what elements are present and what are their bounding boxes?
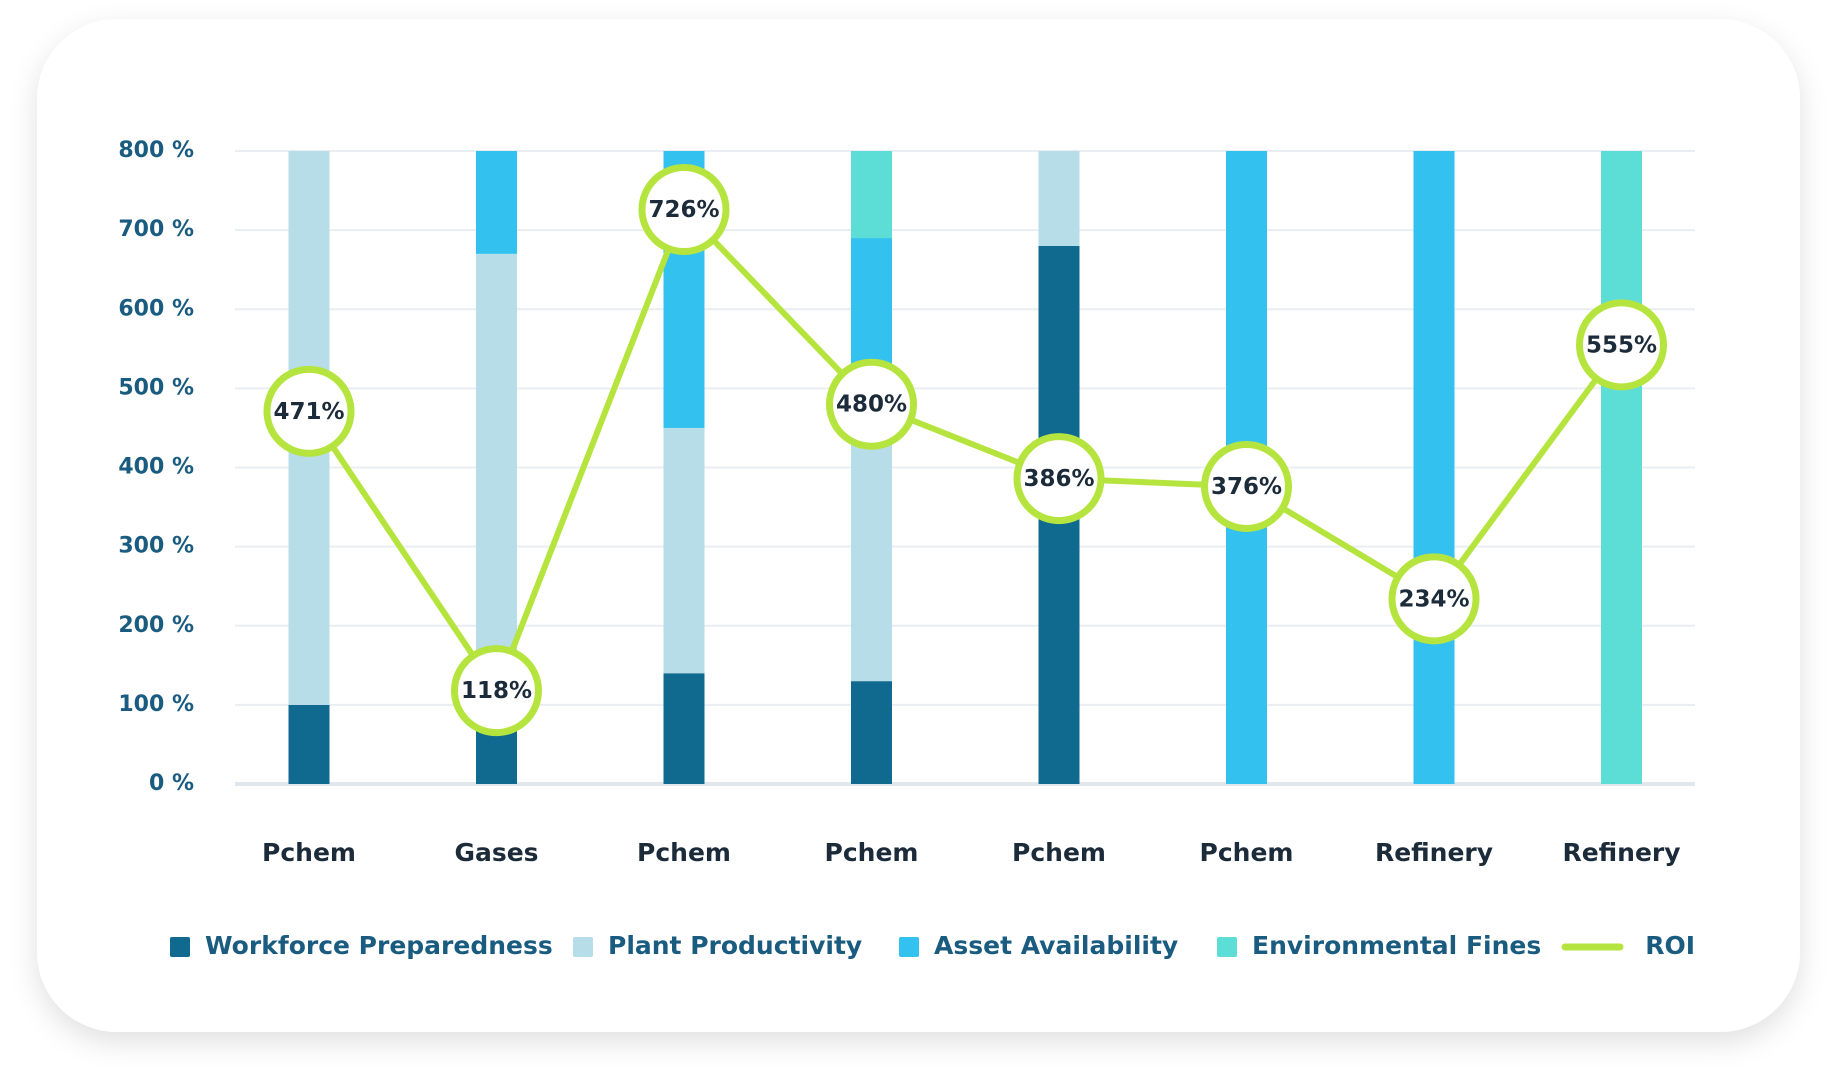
legend-label: Workforce Preparedness <box>205 931 553 960</box>
bar-segment <box>851 681 892 784</box>
y-tick-label: 100 % <box>118 692 194 717</box>
roi-marker <box>451 645 542 737</box>
legend-swatch <box>1217 937 1237 957</box>
roi-label: 555% <box>1586 332 1657 358</box>
legend-label: Plant Productivity <box>608 931 862 960</box>
bar-segment <box>663 673 705 784</box>
roi-marker <box>826 358 917 450</box>
bar-segment <box>851 151 892 239</box>
bar-segment <box>1601 151 1642 784</box>
bar-segment <box>288 704 330 784</box>
roi-marker <box>1576 299 1667 391</box>
x-tick-label: Pchem <box>825 838 919 867</box>
bar-segment <box>663 427 705 674</box>
roi-label: 726% <box>648 197 719 223</box>
roi-label: 480% <box>836 392 907 418</box>
roi-label: 386% <box>1023 466 1094 492</box>
legend-swatch <box>170 937 190 957</box>
y-tick-label: 600 % <box>118 296 194 321</box>
legend-label: Asset Availability <box>934 931 1178 960</box>
x-tick-label: Pchem <box>1200 838 1294 867</box>
roi-marker <box>1201 440 1292 532</box>
bar-segment <box>1413 151 1455 784</box>
roi-marker <box>1013 433 1105 525</box>
x-tick-label: Pchem <box>1012 838 1106 867</box>
x-tick-label: Gases <box>454 838 538 867</box>
legend-label: Environmental Fines <box>1252 931 1541 960</box>
roi-label: 471% <box>273 399 344 425</box>
bar-segment <box>1038 151 1080 246</box>
y-tick-label: 800 % <box>118 138 194 163</box>
x-tick-label: Pchem <box>637 838 731 867</box>
roi-label: 234% <box>1398 586 1469 612</box>
roi-marker <box>638 164 730 256</box>
y-tick-label: 700 % <box>118 217 194 242</box>
x-tick-label: Pchem <box>262 838 356 867</box>
roi-marker <box>1388 553 1480 645</box>
legend-label: ROI <box>1645 931 1695 960</box>
x-tick-label: Refinery <box>1562 838 1680 867</box>
roi-marker <box>263 365 355 457</box>
roi-label: 118% <box>461 678 532 704</box>
y-tick-label: 500 % <box>118 375 194 400</box>
y-tick-label: 400 % <box>118 455 194 480</box>
y-tick-label: 200 % <box>118 613 194 638</box>
bar-segment <box>476 151 517 254</box>
bar-segment <box>476 253 517 705</box>
x-tick-label: Refinery <box>1375 838 1493 867</box>
roi-label: 376% <box>1211 474 1282 500</box>
legend-swatch <box>899 937 919 957</box>
y-tick-label: 300 % <box>118 534 194 559</box>
y-tick-label: 0 % <box>149 771 194 796</box>
legend-swatch <box>573 937 593 957</box>
